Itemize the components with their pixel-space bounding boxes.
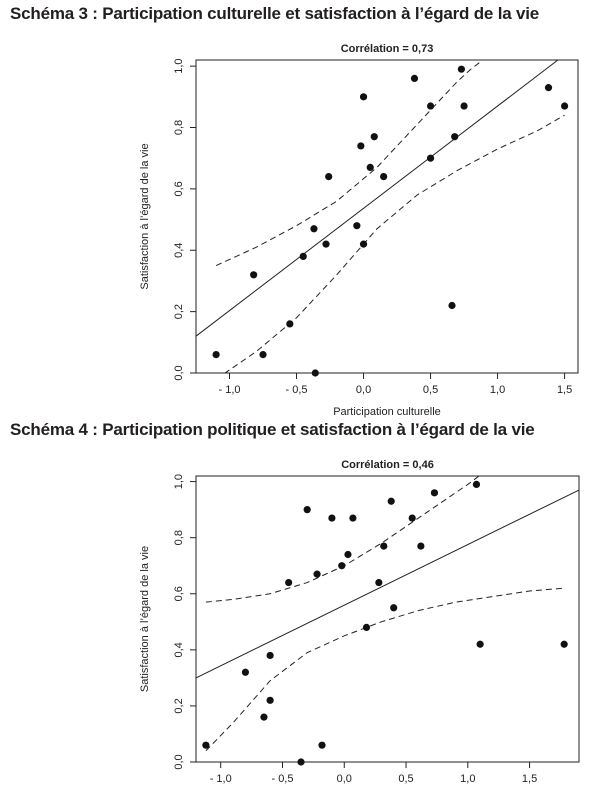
- regression-line: [196, 489, 579, 679]
- scatter-chart-schema-4: Corrélation = 0,46 - 1,0 - 0,5 0,0 0,5 1,0 1,5…: [139, 459, 580, 785]
- data-point: [310, 225, 318, 233]
- data-point: [260, 713, 268, 721]
- y-axis-label: Satisfaction à l’égard de la vie: [139, 143, 151, 289]
- data-point: [472, 480, 481, 489]
- y-tick-label: 0,2: [173, 304, 185, 319]
- data-point: [266, 651, 274, 660]
- x-tick-label: 0,5: [398, 773, 413, 785]
- data-point: [410, 74, 419, 83]
- data-point: [353, 222, 361, 230]
- chart-title-schema-4: Schéma 4 : Participation politique et sa…: [10, 420, 535, 439]
- data-point: [359, 93, 368, 101]
- scatter-chart-schema-3: Corrélation = 0,73 - 1,0 - 0,5 0,0 0,5 1,0 1,5…: [139, 43, 579, 418]
- data-point: [322, 240, 330, 248]
- plot-frame: [195, 59, 579, 374]
- y-tick-label: 0,0: [173, 754, 185, 769]
- data-point: [451, 133, 459, 141]
- data-point: [259, 350, 267, 359]
- y-tick-label: 0,4: [173, 243, 185, 258]
- data-point: [297, 758, 305, 766]
- confidence-band-lower: [205, 587, 565, 752]
- correlation-label: Corrélation = 0,73: [341, 43, 434, 55]
- data-point: [241, 668, 250, 676]
- y-tick-label: 0,6: [173, 181, 185, 196]
- data-point: [370, 133, 378, 141]
- data-point: [285, 578, 293, 587]
- data-point: [387, 497, 395, 505]
- y-tick-label: 1,0: [173, 474, 185, 489]
- data-point: [408, 514, 416, 522]
- data-point: [460, 102, 468, 110]
- data-point: [313, 570, 321, 578]
- data-point: [560, 640, 568, 648]
- data-point: [286, 320, 294, 328]
- x-axis-label: Participation culturelle: [333, 406, 441, 418]
- data-point: [426, 154, 435, 162]
- y-axis-label: Satisfaction à l’égard de la vie: [139, 546, 151, 692]
- y-tick-label: 1,0: [173, 58, 185, 73]
- x-tick-label: 1,5: [557, 384, 572, 396]
- data-point: [344, 550, 352, 559]
- data-point: [544, 84, 553, 92]
- y-tick-label: 0,2: [173, 698, 185, 713]
- x-tick-label: 0,5: [423, 384, 438, 396]
- y-tick-label: 0,0: [173, 365, 185, 380]
- data-point: [476, 640, 484, 648]
- data-point: [266, 696, 274, 704]
- x-tick-label: 0,0: [356, 384, 371, 396]
- plot-area: [196, 476, 579, 752]
- chart-title-schema-3: Schéma 3 : Participation culturelle et s…: [10, 4, 540, 23]
- data-point: [359, 240, 368, 248]
- x-tick-label: 1,0: [490, 384, 505, 396]
- data-point: [560, 102, 569, 110]
- data-point: [250, 271, 258, 279]
- correlation-label: Corrélation = 0,46: [341, 459, 434, 471]
- x-tick-label: - 0,5: [286, 384, 308, 396]
- x-tick-label: 0,0: [337, 773, 352, 785]
- data-point: [303, 506, 311, 514]
- data-point: [417, 542, 425, 550]
- data-point: [318, 741, 326, 749]
- data-point: [430, 489, 439, 497]
- x-tick-label: 1,0: [460, 773, 475, 785]
- data-point: [338, 562, 346, 570]
- plot-frame: [195, 475, 580, 763]
- x-tick-label: - 1,0: [219, 384, 241, 396]
- y-tick-label: 0,6: [173, 586, 185, 601]
- x-tick-label: - 1,0: [210, 773, 232, 785]
- data-point: [362, 623, 371, 632]
- regression-line: [196, 60, 559, 337]
- data-point: [349, 514, 357, 522]
- data-point: [448, 301, 456, 310]
- data-point: [328, 514, 336, 522]
- y-tick-label: 0,8: [173, 530, 185, 545]
- data-point: [426, 102, 435, 110]
- y-tick-label: 0,4: [173, 642, 185, 657]
- confidence-band-upper: [215, 60, 484, 267]
- x-tick-label: 1,5: [522, 773, 537, 785]
- data-point: [390, 604, 398, 612]
- data-point: [325, 173, 333, 181]
- data-point: [212, 350, 220, 359]
- data-point: [380, 542, 388, 550]
- y-tick-label: 0,8: [173, 120, 185, 135]
- data-point: [357, 142, 365, 150]
- plot-area: [196, 60, 565, 373]
- data-point: [299, 252, 307, 260]
- data-point: [202, 741, 210, 749]
- x-tick-label: - 0,5: [271, 773, 293, 785]
- confidence-band-upper: [205, 476, 480, 603]
- data-point: [375, 578, 383, 587]
- data-point: [311, 369, 319, 377]
- data-point: [366, 163, 374, 172]
- data-point: [457, 65, 465, 73]
- confidence-band-lower: [224, 114, 565, 373]
- data-point: [380, 173, 388, 181]
